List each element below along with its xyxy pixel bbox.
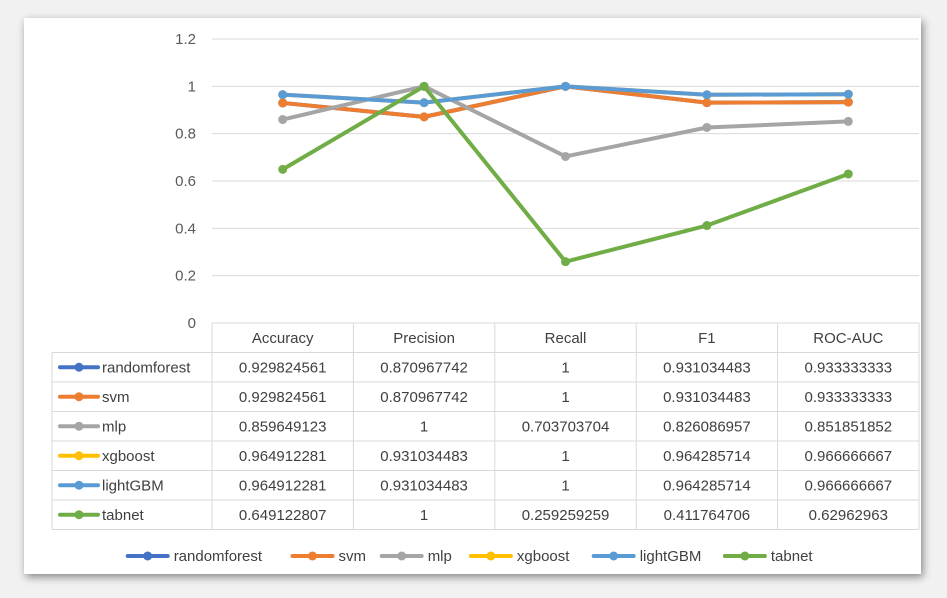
data-point-svm [843, 97, 853, 107]
y-axis-tick-labels: 0 0.2 0.4 0.6 0.8 1 1.2 [175, 31, 196, 332]
x-category-label: Accuracy [252, 330, 314, 347]
y-tick-label: 0.2 [175, 268, 196, 285]
y-tick-label: 0.4 [175, 220, 196, 237]
y-tick-label: 1 [188, 78, 196, 95]
table-legend-key-marker [74, 362, 84, 372]
legend-entry-label: lightGBM [640, 548, 702, 565]
table-cell-value: 0.931034483 [380, 448, 468, 465]
legend-entry-label: svm [339, 548, 367, 565]
table-row-series-name: mlp [102, 418, 126, 435]
data-point-tabnet [843, 169, 853, 179]
table-cell-value: 1 [561, 477, 569, 494]
data-point-mlp [702, 122, 712, 132]
table-cell-value: 0.966666667 [805, 448, 893, 465]
legend-entry-label: randomforest [174, 548, 263, 565]
table-cell-value: 0.964285714 [663, 448, 751, 465]
table-cell-value: 0.929824561 [239, 359, 327, 376]
data-point-lightGBM [561, 81, 570, 91]
table-row-series-name: randomforest [102, 359, 191, 376]
table-legend-key-marker [74, 510, 84, 520]
table-cell-value: 0.964912281 [239, 477, 327, 494]
data-point-tabnet [702, 221, 712, 231]
data-point-lightGBM [702, 90, 712, 100]
data-point-tabnet [561, 257, 570, 267]
table-legend-key-marker [74, 421, 84, 431]
table-cell-value: 0.703703704 [522, 418, 610, 435]
table-cell-value: 0.929824561 [239, 389, 327, 406]
table-cell-value: 1 [420, 418, 428, 435]
table-cell-value: 0.870967742 [380, 359, 468, 376]
table-cell-value: 0.966666667 [805, 477, 893, 494]
table-row-series-name: svm [102, 389, 130, 406]
legend-key-marker [308, 551, 317, 561]
legend-key-marker [486, 551, 496, 561]
table-legend-key-marker [74, 392, 84, 402]
data-point-mlp [843, 116, 853, 126]
data-point-tabnet [419, 81, 429, 91]
legend-key-marker [143, 551, 153, 561]
legend-entry-label: mlp [428, 548, 452, 565]
x-category-label: Recall [545, 330, 587, 347]
legend-key-marker [740, 551, 750, 561]
table-cell-value: 0.859649123 [239, 418, 327, 435]
data-point-lightGBM [419, 98, 429, 108]
legend-key-marker [397, 551, 407, 561]
table-cell-value: 0.870967742 [380, 389, 468, 406]
table-cell-value: 0.933333333 [805, 359, 893, 376]
legend-entry-label: xgboost [517, 548, 570, 565]
data-point-svm [702, 98, 712, 108]
data-point-mlp [561, 151, 570, 161]
table-cell-value: 1 [561, 359, 569, 376]
table-legend-key-marker [74, 480, 84, 490]
table-cell-value: 0.931034483 [663, 389, 751, 406]
legend: randomforest svm mlp xgboost lightGBM tabnet [125, 548, 814, 565]
table-cell-value: 0.964912281 [239, 448, 327, 465]
table-cell-value: 0.931034483 [663, 359, 751, 376]
y-tick-label: 1.2 [175, 31, 196, 48]
series-lines [278, 81, 853, 267]
x-category-label: F1 [698, 330, 716, 347]
table-row-series-name: tabnet [102, 507, 145, 524]
table-cell-value: 0.826086957 [663, 418, 751, 435]
table-cell-value: 0.851851852 [805, 418, 893, 435]
table-cell-value: 0.931034483 [380, 477, 468, 494]
data-point-tabnet [278, 164, 288, 174]
table-cell-value: 1 [561, 448, 569, 465]
y-tick-label: 0 [188, 315, 196, 332]
table-cell-value: 1 [561, 389, 569, 406]
data-point-svm [278, 98, 288, 108]
legend-entry-label: tabnet [771, 548, 814, 565]
table-cell-value: 1 [420, 507, 428, 524]
table-cell-value: 0.259259259 [522, 507, 610, 524]
table-cell-value: 0.933333333 [805, 389, 893, 406]
table-cell-value: 0.411764706 [664, 507, 750, 524]
gridlines [212, 38, 919, 277]
data-point-lightGBM [278, 90, 288, 100]
table-cell-value: 0.62962963 [809, 507, 888, 524]
table-row-series-name: xgboost [102, 448, 155, 465]
y-tick-label: 0.6 [175, 173, 196, 190]
data-table: Accuracy Precision Recall F1 ROC-AUC randomfo… [51, 322, 920, 530]
table-cell-value: 0.649122807 [239, 507, 327, 524]
legend-key-marker [609, 551, 619, 561]
x-category-label: ROC-AUC [813, 330, 883, 347]
data-point-mlp [278, 115, 288, 125]
table-cell-value: 0.964285714 [663, 477, 751, 494]
x-category-label: Precision [393, 330, 455, 347]
table-row-series-name: lightGBM [102, 477, 164, 494]
y-tick-label: 0.8 [175, 126, 196, 143]
table-legend-key-marker [74, 451, 84, 461]
data-point-svm [419, 112, 429, 122]
data-point-lightGBM [843, 89, 853, 99]
